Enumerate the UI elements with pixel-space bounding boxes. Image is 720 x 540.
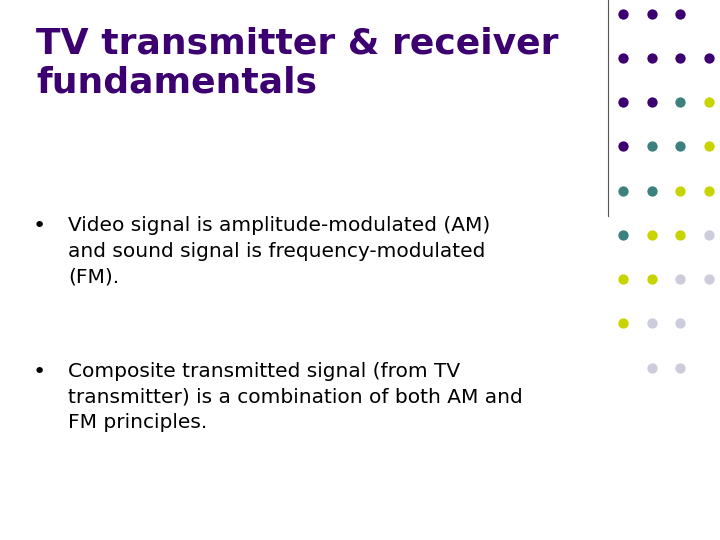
Text: Composite transmitted signal (from TV
transmitter) is a combination of both AM a: Composite transmitted signal (from TV tr… — [68, 362, 523, 433]
Point — [646, 319, 657, 328]
Point — [646, 186, 657, 195]
Point — [675, 53, 686, 62]
Point — [675, 186, 686, 195]
Point — [617, 319, 629, 328]
Point — [617, 9, 629, 18]
Point — [675, 98, 686, 106]
Point — [617, 98, 629, 106]
Point — [617, 142, 629, 151]
Point — [703, 53, 715, 62]
Text: •: • — [32, 362, 45, 382]
Point — [675, 9, 686, 18]
Point — [646, 98, 657, 106]
Point — [703, 275, 715, 284]
Point — [675, 231, 686, 239]
Point — [617, 275, 629, 284]
Point — [646, 363, 657, 372]
Point — [675, 319, 686, 328]
Point — [646, 53, 657, 62]
Point — [675, 142, 686, 151]
Point — [646, 231, 657, 239]
Point — [703, 98, 715, 106]
Point — [646, 275, 657, 284]
Point — [617, 231, 629, 239]
Text: •: • — [32, 216, 45, 236]
Point — [617, 186, 629, 195]
Point — [675, 363, 686, 372]
Point — [675, 275, 686, 284]
Text: TV transmitter & receiver
fundamentals: TV transmitter & receiver fundamentals — [36, 27, 559, 99]
Point — [646, 142, 657, 151]
Point — [646, 9, 657, 18]
Point — [703, 142, 715, 151]
Point — [703, 231, 715, 239]
Point — [617, 53, 629, 62]
Point — [703, 186, 715, 195]
Text: Video signal is amplitude-modulated (AM)
and sound signal is frequency-modulated: Video signal is amplitude-modulated (AM)… — [68, 216, 490, 287]
